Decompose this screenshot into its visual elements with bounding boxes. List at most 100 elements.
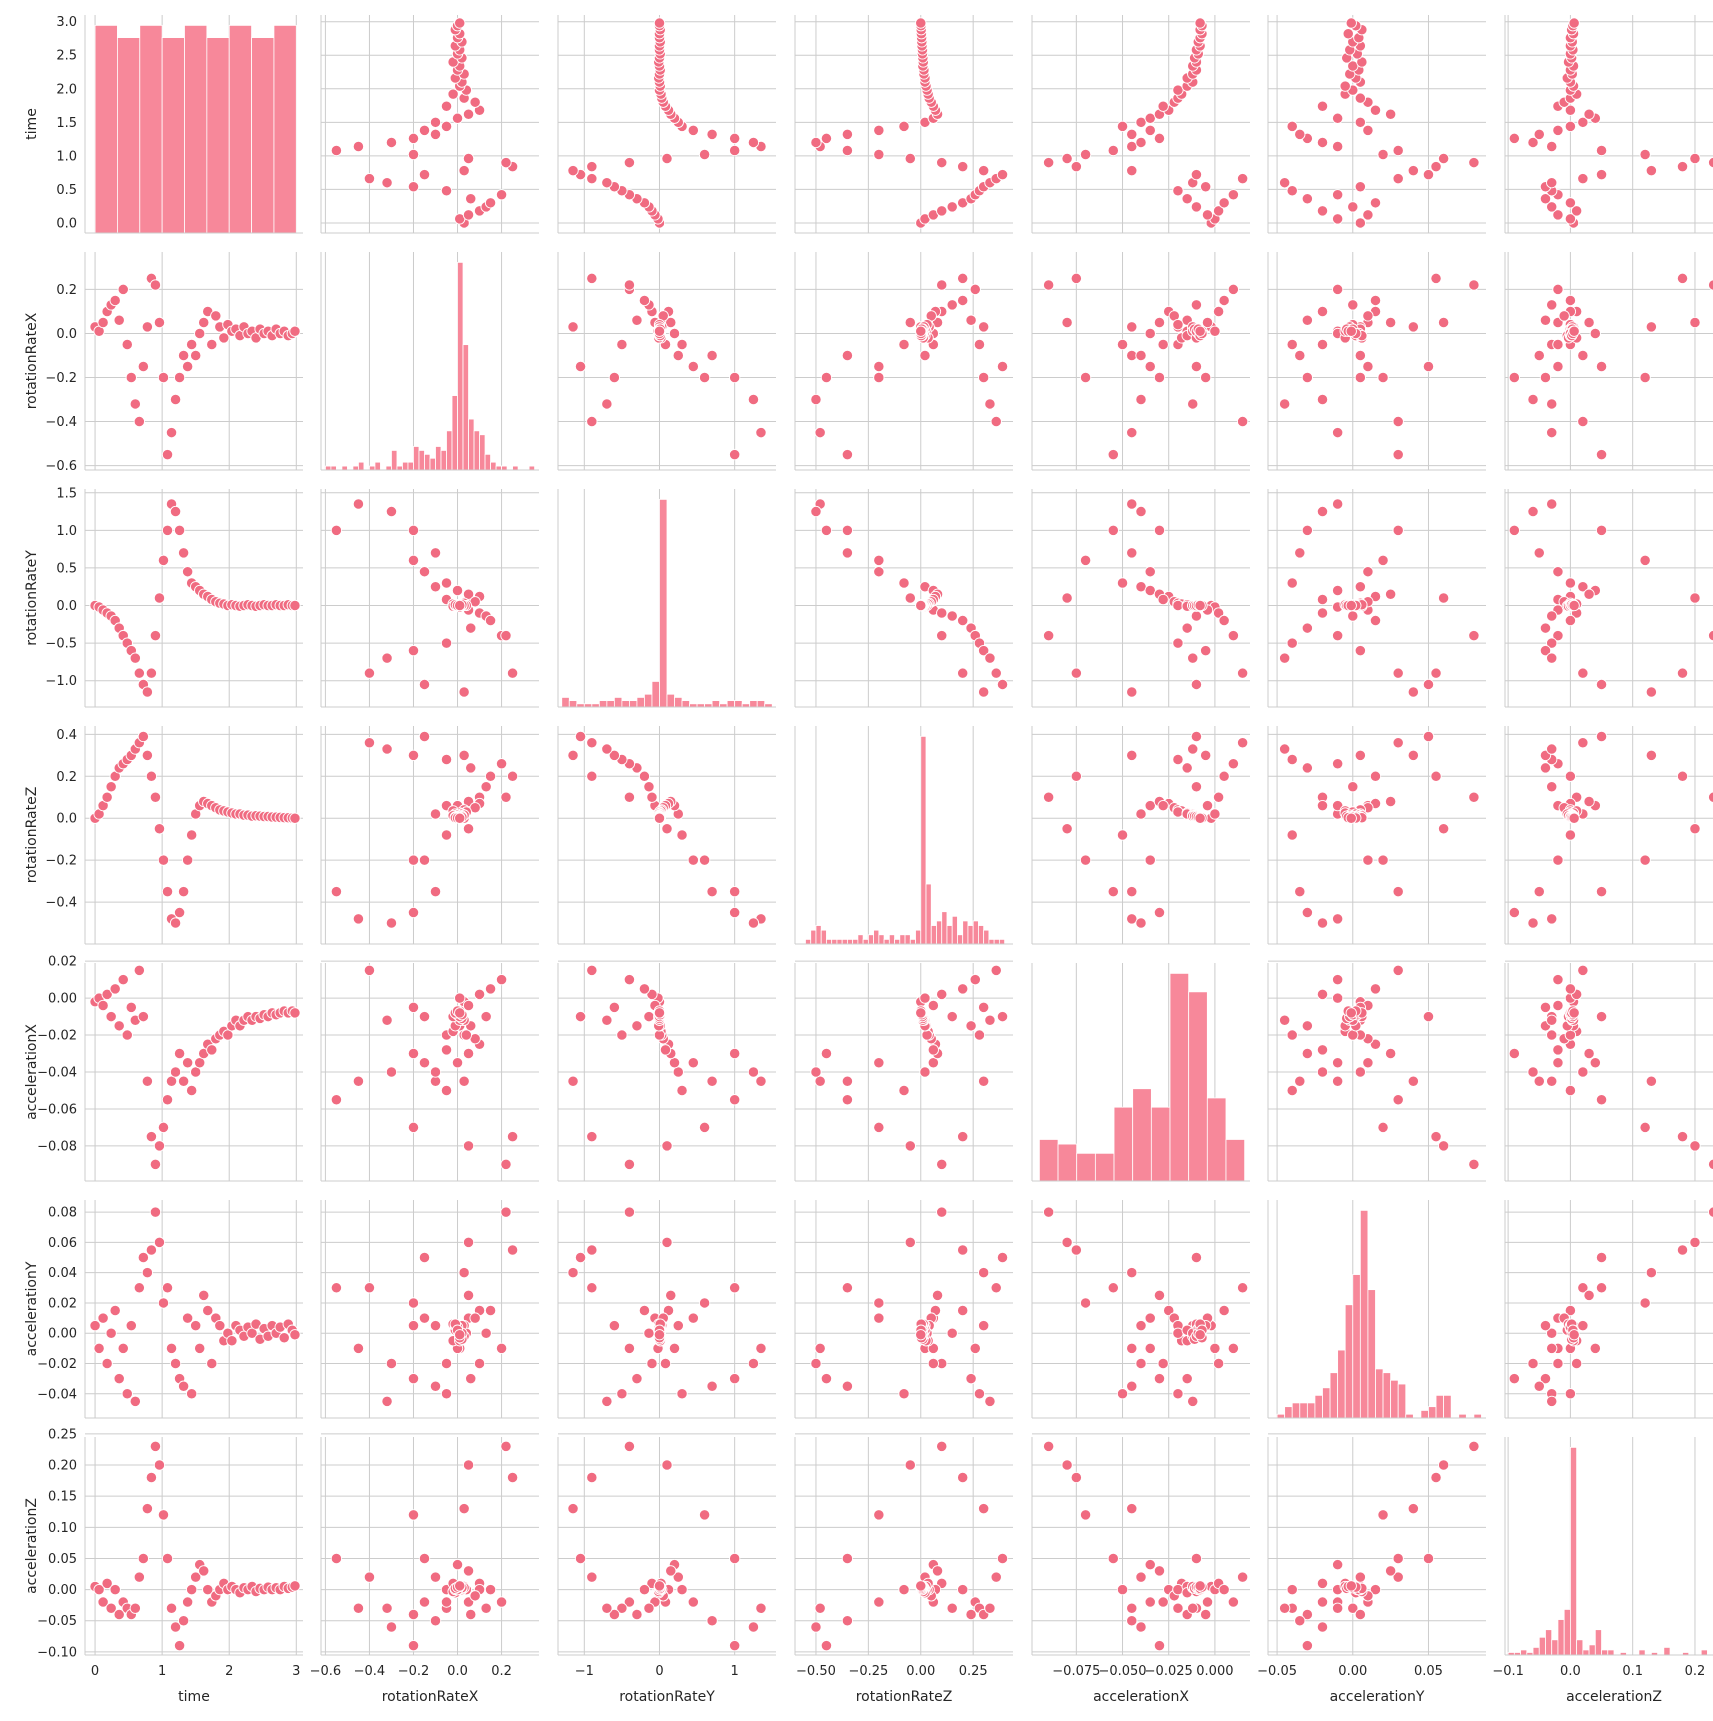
scatter-point: [458, 686, 470, 698]
scatter-point: [149, 1158, 162, 1171]
scatter-point: [978, 1502, 990, 1515]
scatter-point: [1181, 622, 1193, 634]
scatter-point: [1172, 84, 1184, 96]
cell-accelerationX-vs-rotationRateX: [320, 960, 539, 1182]
hist-bar: [598, 700, 608, 708]
scatter-point: [1708, 629, 1713, 642]
scatter-point: [1568, 17, 1580, 29]
y-tick-label: −0.2: [45, 371, 77, 386]
scatter-point: [440, 1596, 453, 1608]
scatter-point: [1568, 1007, 1580, 1019]
scatter-point: [873, 1057, 885, 1069]
scatter-point: [173, 1640, 186, 1652]
scatter-point: [1190, 781, 1203, 793]
scatter-point: [984, 652, 996, 664]
scatter-point: [109, 1583, 121, 1596]
x-axis-label: rotationRateX: [382, 1689, 479, 1705]
scatter-point: [1595, 730, 1608, 743]
cell-rotationRateX-vs-accelerationZ: [1504, 252, 1713, 471]
scatter-point: [978, 686, 990, 698]
scatter-point: [1437, 1459, 1450, 1471]
hist-bar: [894, 938, 901, 945]
scatter-point: [418, 566, 431, 578]
y-tick-label: −0.02: [37, 1357, 77, 1372]
cell-accelerationZ-vs-accelerationZ: [1504, 1437, 1713, 1656]
scatter-point: [873, 566, 885, 578]
scatter-point: [440, 1357, 453, 1370]
hist-bar: [446, 430, 453, 471]
scatter-point: [672, 1571, 684, 1583]
scatter-point: [841, 547, 854, 559]
scatter-point: [1595, 168, 1608, 181]
scatter-point: [454, 17, 466, 29]
scatter-point: [1384, 108, 1397, 120]
scatter-point: [1218, 197, 1230, 209]
scatter-point: [638, 983, 651, 995]
scatter-point: [904, 1236, 916, 1249]
scatter-point: [638, 770, 651, 782]
scatter-point: [440, 100, 453, 112]
scatter-point: [141, 321, 154, 333]
scatter-point: [500, 156, 512, 169]
scatter-point: [1107, 144, 1119, 157]
scatter-point: [1144, 566, 1156, 578]
scatter-point: [1347, 1602, 1359, 1614]
hist-bar: [1570, 1446, 1578, 1656]
scatter-point: [1354, 1571, 1366, 1583]
scatter-point: [198, 316, 210, 329]
scatter-point: [1316, 1621, 1329, 1633]
scatter-point: [608, 1001, 621, 1013]
scatter-point: [407, 1509, 420, 1521]
scatter-point: [957, 272, 969, 285]
scatter-point: [1157, 1596, 1169, 1608]
x-axis-label: accelerationY: [1330, 1689, 1425, 1705]
hist-bar: [1113, 1106, 1134, 1182]
scatter-point: [363, 667, 376, 679]
scatter-point: [1107, 885, 1119, 898]
scatter-point: [109, 1304, 121, 1317]
scatter-point: [145, 667, 158, 679]
scatter-point: [1676, 160, 1689, 173]
scatter-point: [480, 781, 492, 793]
scatter-point: [1354, 749, 1366, 761]
hist-bar: [878, 934, 885, 945]
scatter-point: [623, 1342, 636, 1355]
y-tick-label: 0.06: [48, 1236, 77, 1251]
scatter-point: [363, 737, 376, 749]
scatter-point: [117, 973, 129, 986]
scatter-point: [1126, 1342, 1138, 1355]
y-axis-label: rotationRateZ: [24, 787, 40, 884]
scatter-point: [1527, 505, 1539, 518]
scatter-point: [440, 577, 453, 589]
scatter-point: [161, 885, 174, 898]
scatter-point: [996, 360, 1009, 373]
scatter-point: [1369, 1583, 1382, 1596]
hist-bar: [206, 37, 230, 234]
hist-bar: [1367, 1289, 1376, 1419]
scatter-point: [1558, 310, 1570, 322]
scatter-point: [1422, 678, 1435, 691]
cell-time-vs-accelerationZ: [1504, 15, 1713, 234]
scatter-point: [659, 1357, 672, 1370]
y-tick-label: −0.06: [37, 1102, 77, 1117]
scatter-point: [1468, 629, 1480, 642]
scatter-point: [1564, 1084, 1577, 1097]
scatter-point: [1107, 1552, 1119, 1565]
scatter-point: [601, 743, 613, 755]
scatter-point: [407, 1047, 420, 1060]
scatter-point: [1583, 108, 1595, 120]
scatter-point: [1437, 1140, 1450, 1152]
scatter-point: [1577, 415, 1589, 428]
scatter-point: [1546, 1327, 1558, 1339]
scatter-point: [706, 128, 718, 141]
cell-rotationRateZ-vs-rotationRateX: [320, 726, 539, 945]
scatter-point: [1577, 667, 1589, 679]
scatter-point: [1157, 1357, 1169, 1370]
hist-bar: [1169, 972, 1190, 1182]
hist-bar: [418, 450, 425, 471]
scatter-point: [965, 1372, 977, 1385]
scatter-point: [1227, 758, 1240, 770]
scatter-point: [1354, 644, 1366, 657]
scatter-point: [133, 1571, 145, 1583]
cell-accelerationY-vs-rotationRateZ: [794, 1200, 1013, 1419]
